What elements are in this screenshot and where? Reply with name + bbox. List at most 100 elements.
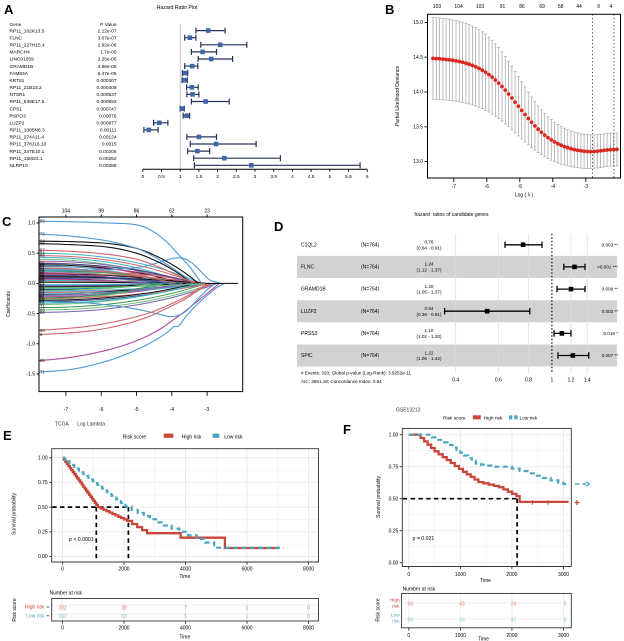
svg-text:RP11_21B23.2: RP11_21B23.2 [10, 85, 43, 91]
svg-text:0.50: 0.50 [38, 505, 48, 511]
svg-text:1.7e-05: 1.7e-05 [100, 50, 117, 56]
svg-text:0: 0 [61, 567, 64, 573]
svg-text:Risk score: Risk score [12, 598, 18, 622]
svg-text:72: 72 [40, 231, 45, 236]
svg-text:14.0: 14.0 [413, 90, 423, 96]
svg-text:1.00: 1.00 [389, 432, 399, 438]
svg-text:0.000593: 0.000593 [96, 99, 116, 105]
svg-text:C: C [2, 214, 12, 229]
svg-text:(N=764): (N=764) [361, 309, 380, 315]
svg-text:84: 84 [40, 251, 45, 256]
svg-text:2.12e-07: 2.12e-07 [98, 28, 117, 34]
svg-text:Low risk: Low risk [224, 434, 243, 440]
svg-text:-4: -4 [551, 184, 556, 190]
svg-text:2.92e-06: 2.92e-06 [98, 43, 117, 49]
svg-text:50: 50 [40, 328, 45, 333]
svg-text:63: 63 [40, 267, 45, 272]
svg-text:98: 98 [40, 308, 45, 313]
svg-text:75: 75 [40, 296, 45, 301]
svg-text:Low: Low [391, 613, 400, 619]
svg-text:0.00288: 0.00288 [99, 163, 117, 169]
svg-text:0.4: 0.4 [452, 378, 459, 384]
svg-text:0: 0 [407, 572, 410, 578]
svg-text:6.47e-05: 6.47e-05 [98, 71, 117, 77]
svg-text:38: 38 [40, 275, 45, 280]
svg-text:4000: 4000 [180, 626, 191, 632]
svg-text:73: 73 [40, 281, 45, 286]
svg-text:37: 37 [511, 618, 517, 624]
svg-text:0: 0 [61, 626, 64, 632]
svg-text:0.0015: 0.0015 [102, 142, 117, 148]
svg-text:6000: 6000 [241, 626, 252, 632]
svg-text:Number at risk: Number at risk [403, 587, 436, 593]
svg-text:44: 44 [40, 276, 45, 281]
svg-text:13.5: 13.5 [413, 124, 423, 130]
svg-text:0.25: 0.25 [38, 530, 48, 536]
svg-text:-7: -7 [64, 407, 69, 413]
svg-text:0.5: 0.5 [28, 251, 35, 257]
svg-text:2: 2 [216, 174, 219, 180]
svg-text:1.20: 1.20 [425, 284, 434, 289]
svg-text:2000: 2000 [118, 626, 129, 632]
svg-text:83: 83 [40, 219, 45, 224]
svg-text:86: 86 [134, 209, 140, 215]
svg-text:2.5: 2.5 [233, 174, 240, 180]
svg-text:(1.02 - 1.20): (1.02 - 1.20) [416, 334, 441, 339]
svg-text:3000: 3000 [558, 572, 569, 578]
svg-text:0: 0 [407, 633, 410, 639]
svg-text:1.22: 1.22 [425, 350, 434, 355]
svg-text:0.007 **: 0.007 ** [602, 353, 619, 358]
svg-text:(1.05 - 1.37): (1.05 - 1.37) [416, 290, 441, 295]
svg-text:8000: 8000 [303, 626, 314, 632]
svg-text:Low risk: Low risk [26, 614, 45, 620]
svg-text:Coefficients: Coefficients [6, 290, 12, 317]
svg-text:(1.12 - 1.37): (1.12 - 1.37) [416, 268, 441, 273]
svg-text:risk: risk [392, 604, 400, 610]
svg-text:62: 62 [121, 614, 127, 620]
svg-text:p = 0.021: p = 0.021 [413, 536, 435, 542]
svg-text:LUZP2: LUZP2 [301, 309, 317, 315]
svg-text:23: 23 [204, 209, 210, 215]
svg-text:P Value: P Value [100, 22, 117, 28]
svg-text:LUZP2: LUZP2 [10, 121, 25, 127]
svg-text:6: 6 [564, 618, 567, 624]
svg-text:Low risk: Low risk [520, 416, 538, 422]
svg-text:1000: 1000 [455, 572, 466, 578]
svg-text:14.5: 14.5 [413, 55, 423, 61]
svg-text:(N=764): (N=764) [361, 353, 380, 359]
svg-text:Log Lambda: Log Lambda [77, 422, 105, 428]
svg-text:1: 1 [246, 605, 249, 611]
svg-text:0.008 **: 0.008 ** [602, 287, 619, 292]
svg-text:0.75: 0.75 [389, 464, 399, 470]
svg-text:27: 27 [40, 288, 45, 293]
svg-text:90: 90 [40, 270, 45, 275]
svg-text:# Events: 320; Global p-value: # Events: 320; Global p-value (Log-Rank)… [301, 371, 411, 376]
svg-text:RP11_227H15.4: RP11_227H15.4 [10, 43, 45, 49]
svg-text:-1.5: -1.5 [26, 372, 35, 378]
svg-text:96: 96 [40, 253, 45, 258]
svg-text:1: 1 [246, 614, 249, 620]
svg-text:0.76: 0.76 [425, 240, 434, 245]
svg-text:Log ( λ ): Log ( λ ) [515, 193, 534, 199]
svg-text:Number at risk: Number at risk [50, 591, 83, 597]
svg-text:52: 52 [40, 265, 45, 270]
svg-text:(N=764): (N=764) [361, 287, 380, 293]
svg-text:2000: 2000 [118, 567, 129, 573]
svg-text:0.000537: 0.000537 [96, 92, 116, 98]
svg-text:(N=764): (N=764) [361, 331, 380, 337]
svg-text:1.00: 1.00 [38, 456, 48, 462]
svg-text:3.25e-05: 3.25e-05 [98, 57, 117, 63]
svg-text:0.75: 0.75 [38, 480, 48, 486]
svg-text:26: 26 [40, 273, 45, 278]
svg-text:35: 35 [40, 262, 45, 267]
svg-text:59: 59 [40, 278, 45, 283]
svg-text:0.50: 0.50 [389, 496, 399, 502]
svg-text:382: 382 [58, 614, 67, 620]
svg-text:3000: 3000 [558, 633, 569, 639]
svg-text:1.0: 1.0 [28, 221, 35, 227]
svg-text:49: 49 [40, 241, 45, 246]
svg-text:(1.06 - 1.42): (1.06 - 1.42) [416, 356, 441, 361]
svg-text:-5: -5 [518, 184, 523, 190]
svg-text:0.00: 0.00 [38, 554, 48, 560]
svg-text:4.5: 4.5 [308, 174, 315, 180]
